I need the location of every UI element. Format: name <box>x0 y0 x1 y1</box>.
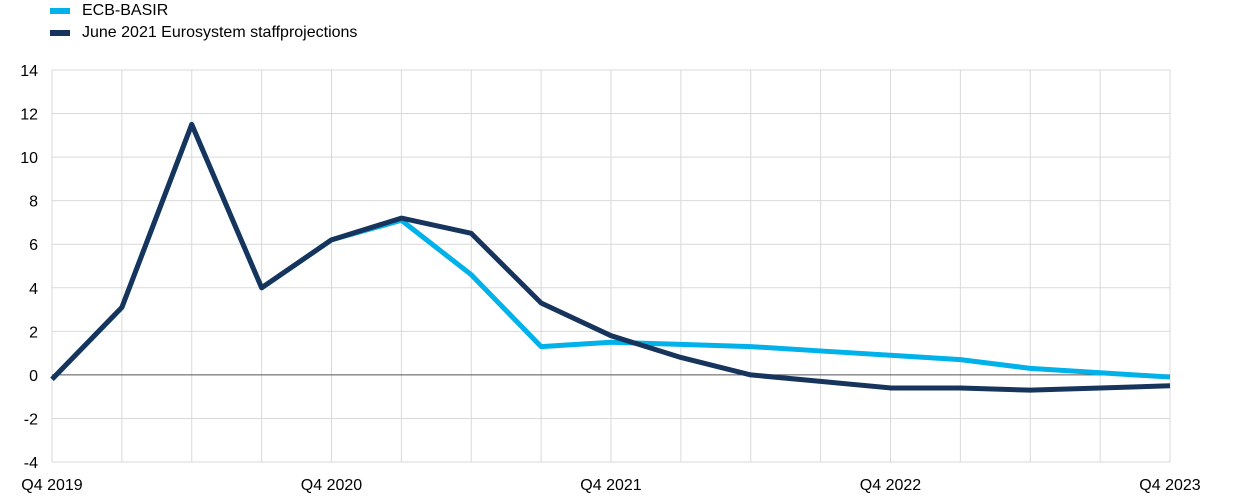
x-tick-label: Q4 2021 <box>580 477 641 494</box>
y-tick-label: 2 <box>29 324 38 341</box>
y-tick-label: 14 <box>20 63 38 80</box>
x-tick-label: Q4 2019 <box>21 477 82 494</box>
y-tick-label: -2 <box>24 411 38 428</box>
x-tick-label: Q4 2023 <box>1139 477 1200 494</box>
y-tick-label: 4 <box>29 281 38 298</box>
y-tick-label: 12 <box>20 107 38 124</box>
y-tick-label: -4 <box>24 455 38 472</box>
legend-swatch <box>50 30 70 36</box>
legend-label: June 2021 Eurosystem staffprojections <box>82 24 358 41</box>
x-tick-label: Q4 2022 <box>860 477 921 494</box>
y-tick-label: 6 <box>29 237 38 254</box>
y-tick-label: 8 <box>29 194 38 211</box>
legend-label: ECB-BASIR <box>82 2 169 19</box>
y-tick-label: 10 <box>20 150 38 167</box>
y-tick-label: 0 <box>29 368 38 385</box>
legend-item-ecb-basir: ECB-BASIR <box>50 2 168 20</box>
x-tick-label: Q4 2020 <box>301 477 362 494</box>
legend-swatch <box>50 8 70 14</box>
legend-item-june-2021: June 2021 Eurosystem staffprojections <box>50 24 357 42</box>
